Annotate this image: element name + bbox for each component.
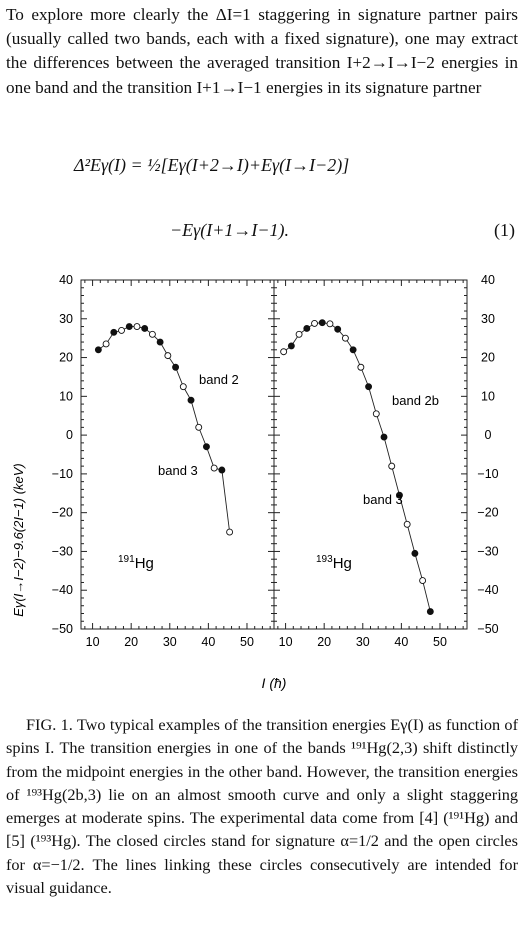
equation-number: (1) xyxy=(494,220,515,240)
y-tick-label: 10 xyxy=(481,389,495,403)
data-point-open xyxy=(341,334,349,342)
y-tick-label: −50 xyxy=(52,622,73,636)
data-point-filled xyxy=(349,346,357,354)
x-tick-label: 10 xyxy=(279,635,293,649)
y-tick-label: −10 xyxy=(52,467,73,481)
annotation-band-3-left: band 3 xyxy=(158,463,198,478)
annotation-band-3-right: band 3 xyxy=(363,492,403,507)
data-point-open xyxy=(326,320,334,328)
y-tick-label: −20 xyxy=(52,506,73,520)
x-tick-label: 50 xyxy=(433,635,447,649)
data-point-open xyxy=(357,363,365,371)
x-tick-label: 40 xyxy=(394,635,408,649)
tick-labels: 10 20 30 40 50 40 30 20 10 0 −10 −20 −30 −40 −50 10 20 30… xyxy=(52,273,499,649)
x-tick-label: 40 xyxy=(201,635,215,649)
data-point-open xyxy=(419,577,427,584)
data-point-open xyxy=(403,520,411,528)
data-point-open xyxy=(195,423,203,431)
plot-frame xyxy=(80,279,275,630)
y-tick-label: 30 xyxy=(59,312,73,326)
intro-paragraph: To explore more clearly the ΔI=1 stagger… xyxy=(6,3,518,100)
annotation-band-2: band 2 xyxy=(199,372,239,387)
y-tick-label: 40 xyxy=(481,273,495,287)
y-tick-label: 20 xyxy=(59,351,73,365)
data-point-filled xyxy=(303,325,311,332)
intro-text: To explore more clearly the ΔI=1 stagger… xyxy=(6,5,518,97)
data-point-filled xyxy=(365,383,373,391)
x-tick-label: 30 xyxy=(163,635,177,649)
data-point-open xyxy=(372,410,380,418)
y-tick-label: 30 xyxy=(481,312,495,326)
data-point-filled xyxy=(218,466,226,474)
nucleus-label-191hg: 191Hg xyxy=(118,554,154,572)
data-point-filled xyxy=(396,491,403,499)
x-axis-label: I (ħ) xyxy=(262,675,287,691)
y-tick-label: 0 xyxy=(485,428,492,442)
data-point-filled xyxy=(94,346,102,354)
y-tick-label: −20 xyxy=(477,506,498,520)
data-point-open xyxy=(210,464,218,472)
y-tick-label: −30 xyxy=(52,544,73,558)
data-point-open xyxy=(280,348,288,356)
y-tick-label: 0 xyxy=(66,428,73,442)
data-point-filled xyxy=(110,328,118,336)
x-tick-label: 20 xyxy=(317,635,331,649)
caption-text: FIG. 1. Two typical examples of the tran… xyxy=(6,715,518,898)
data-point-filled xyxy=(125,323,133,330)
x-tick-label: 30 xyxy=(356,635,370,649)
data-point-filled xyxy=(287,342,295,350)
data-point-filled xyxy=(380,433,388,441)
data-point-filled xyxy=(172,363,180,371)
x-tick-label: 10 xyxy=(86,635,100,649)
data-point-open xyxy=(133,323,141,330)
plot-frame xyxy=(273,279,468,630)
x-tick-label: 50 xyxy=(240,635,254,649)
nucleus-label-193hg: 193Hg xyxy=(316,554,352,572)
y-tick-label: −10 xyxy=(477,467,498,481)
data-point-filled xyxy=(156,338,164,346)
figure-caption: FIG. 1. Two typical examples of the tran… xyxy=(6,713,518,899)
figure: 10 20 30 40 50 40 30 20 10 0 −10 −20 −30 −40 −50 10 20 30… xyxy=(11,273,499,691)
y-tick-label: −40 xyxy=(477,583,498,597)
x-tick-label: 20 xyxy=(124,635,138,649)
data-point-filled xyxy=(318,319,326,327)
data-point-open xyxy=(118,326,125,334)
y-tick-label: 10 xyxy=(59,389,73,403)
data-point-open xyxy=(179,383,187,391)
y-tick-label: −40 xyxy=(52,583,73,597)
data-point-open xyxy=(388,462,396,470)
y-axis-label: Eγ(I→I−2)−9.6(2I−1) (keV) xyxy=(11,463,26,617)
data-point-filled xyxy=(426,608,434,615)
data-point-filled xyxy=(411,549,419,557)
y-tick-label: 20 xyxy=(481,351,495,365)
data-point-filled xyxy=(334,325,342,333)
data-point-open xyxy=(164,352,172,360)
data-point-open xyxy=(311,319,318,327)
y-tick-label: −30 xyxy=(477,544,498,558)
panel-left xyxy=(80,279,275,630)
annotation-band-2b: band 2b xyxy=(392,393,439,408)
series-line xyxy=(98,326,231,533)
series-line xyxy=(283,322,431,612)
y-tick-label: −50 xyxy=(477,622,498,636)
data-point-filled xyxy=(141,325,149,332)
equation-line-2: −Eγ(I+1→I−1). xyxy=(170,220,290,240)
y-tick-label: 40 xyxy=(59,273,73,287)
data-point-open xyxy=(102,340,110,348)
data-point-open xyxy=(148,330,156,338)
panel-right xyxy=(273,279,468,630)
data-point-filled xyxy=(202,443,210,451)
data-point-open xyxy=(226,528,234,536)
data-point-open xyxy=(295,330,303,338)
data-point-filled xyxy=(187,396,195,404)
equation-line-1: Δ²Eγ(I) = ½[Eγ(I+2→I)+Eγ(I→I−2)] xyxy=(74,155,350,175)
